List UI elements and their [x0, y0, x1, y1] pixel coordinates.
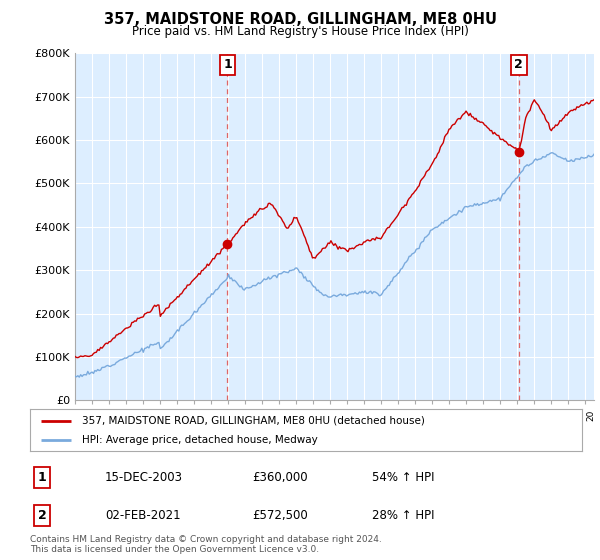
Text: 357, MAIDSTONE ROAD, GILLINGHAM, ME8 0HU: 357, MAIDSTONE ROAD, GILLINGHAM, ME8 0HU [104, 12, 497, 27]
Text: 357, MAIDSTONE ROAD, GILLINGHAM, ME8 0HU (detached house): 357, MAIDSTONE ROAD, GILLINGHAM, ME8 0HU… [82, 416, 425, 426]
Text: 02-FEB-2021: 02-FEB-2021 [105, 509, 181, 522]
Text: £572,500: £572,500 [252, 509, 308, 522]
Text: 2: 2 [514, 58, 523, 72]
Text: 1: 1 [38, 471, 46, 484]
Text: Contains HM Land Registry data © Crown copyright and database right 2024.
This d: Contains HM Land Registry data © Crown c… [30, 535, 382, 554]
Text: 15-DEC-2003: 15-DEC-2003 [105, 471, 183, 484]
Text: 2: 2 [38, 509, 46, 522]
Text: £360,000: £360,000 [252, 471, 308, 484]
Text: HPI: Average price, detached house, Medway: HPI: Average price, detached house, Medw… [82, 435, 318, 445]
Text: 28% ↑ HPI: 28% ↑ HPI [372, 509, 434, 522]
Text: 1: 1 [223, 58, 232, 72]
Text: Price paid vs. HM Land Registry's House Price Index (HPI): Price paid vs. HM Land Registry's House … [131, 25, 469, 38]
Text: 54% ↑ HPI: 54% ↑ HPI [372, 471, 434, 484]
